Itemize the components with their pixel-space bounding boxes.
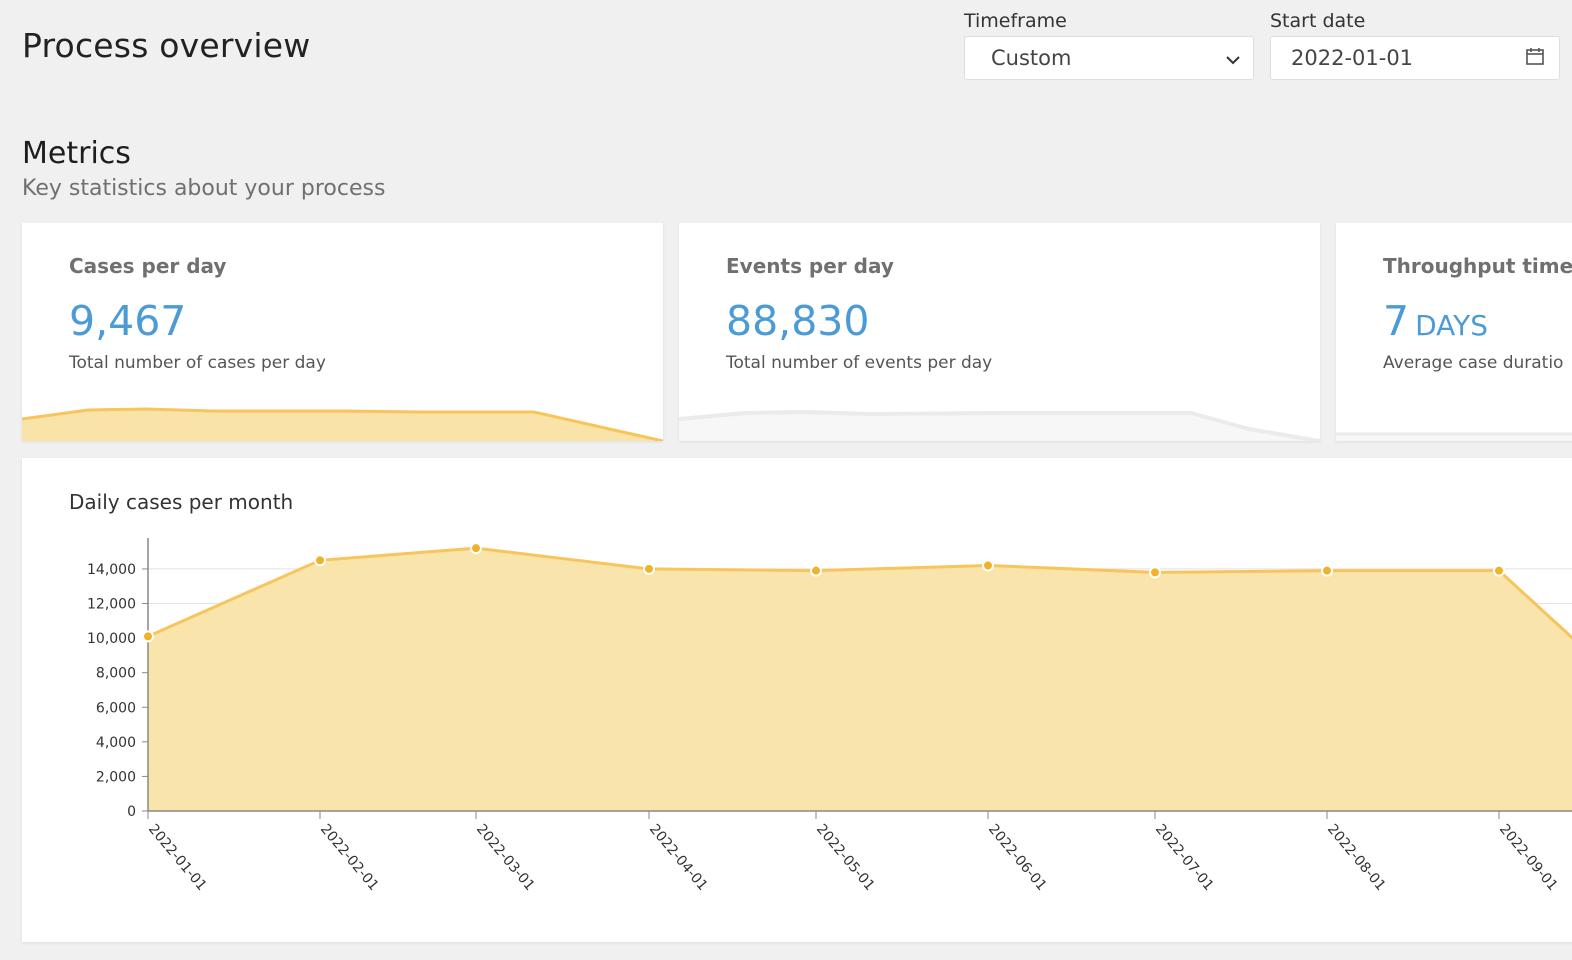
- kpi-title: Throughput time: [1383, 254, 1572, 278]
- x-tick-label: 2022-01-01: [145, 821, 210, 894]
- x-tick-label: 2022-08-01: [1324, 821, 1389, 894]
- x-tick-label: 2022-06-01: [985, 821, 1050, 894]
- x-tick-label: 2022-05-01: [813, 821, 878, 894]
- data-point: [643, 562, 655, 575]
- kpi-card-cases: Cases per day 9,467 Total number of case…: [22, 223, 663, 441]
- kpi-title: Cases per day: [69, 254, 227, 278]
- chevron-down-icon: [1225, 46, 1241, 70]
- data-point: [1493, 564, 1505, 577]
- kpi-description: Total number of events per day: [726, 353, 993, 373]
- y-tick-label: 4,000: [96, 735, 136, 751]
- kpi-description: Total number of cases per day: [69, 353, 326, 373]
- kpi-unit: DAYS: [1415, 309, 1489, 342]
- series-line: [147, 546, 1572, 640]
- kpi-value: 9,467: [69, 297, 187, 345]
- timeframe-filter: Timeframe Custom: [964, 10, 1254, 80]
- chart-title: Daily cases per month: [69, 490, 294, 514]
- kpi-value: 88,830: [726, 297, 870, 345]
- start-date-value: 2022-01-01: [1291, 46, 1414, 70]
- calendar-icon[interactable]: [1525, 46, 1545, 71]
- kpi-sparkline: [679, 409, 1320, 441]
- data-point: [1321, 564, 1333, 577]
- start-date-filter: Start date 2022-01-01: [1270, 10, 1560, 80]
- kpi-card-events: Events per day 88,830 Total number of ev…: [679, 223, 1320, 441]
- kpi-sparkline: [22, 407, 663, 441]
- data-point: [142, 630, 154, 643]
- kpi-sparkline: [1336, 432, 1572, 441]
- x-tick-label: 2022-02-01: [317, 821, 382, 894]
- kpi-card-throughput: Throughput time 7 DAYS Average case durat…: [1336, 223, 1572, 441]
- data-point: [314, 554, 326, 567]
- data-point: [1149, 566, 1161, 579]
- data-point: [810, 564, 822, 577]
- area-fill: [148, 548, 1572, 811]
- page-title: Process overview: [22, 26, 311, 65]
- y-tick-label: 10,000: [87, 631, 136, 647]
- kpi-value: 7 DAYS: [1383, 297, 1489, 345]
- timeframe-select[interactable]: Custom: [964, 36, 1254, 80]
- start-date-input[interactable]: 2022-01-01: [1270, 36, 1560, 80]
- x-tick-label: 2022-04-01: [646, 821, 711, 894]
- kpi-description: Average case duratio: [1383, 353, 1564, 373]
- timeframe-label: Timeframe: [964, 10, 1067, 32]
- y-tick-label: 8,000: [96, 666, 136, 682]
- y-tick-label: 12,000: [87, 597, 136, 613]
- daily-cases-chart-card: Daily cases per month 0 2,000 4,000 6,000 8,…: [22, 458, 1572, 942]
- y-tick-label: 0: [127, 804, 136, 820]
- x-tick-label: 2022-03-01: [473, 821, 538, 894]
- y-tick-label: 14,000: [87, 562, 136, 578]
- metrics-heading: Metrics: [22, 136, 131, 171]
- y-tick-label: 2,000: [96, 769, 136, 785]
- kpi-title: Events per day: [726, 254, 894, 278]
- data-point: [982, 559, 994, 572]
- start-date-label: Start date: [1270, 10, 1366, 32]
- x-tick-label: 2022-09-01: [1496, 821, 1561, 894]
- y-tick-label: 6,000: [96, 700, 136, 716]
- x-tick-label: 2022-07-01: [1152, 821, 1217, 894]
- timeframe-value: Custom: [991, 46, 1072, 70]
- data-point: [470, 542, 482, 555]
- daily-cases-chart: 0 2,000 4,000 6,000 8,000 10,000 12,000 14,000 2…: [87, 538, 1572, 894]
- metrics-subtitle: Key statistics about your process: [22, 176, 386, 201]
